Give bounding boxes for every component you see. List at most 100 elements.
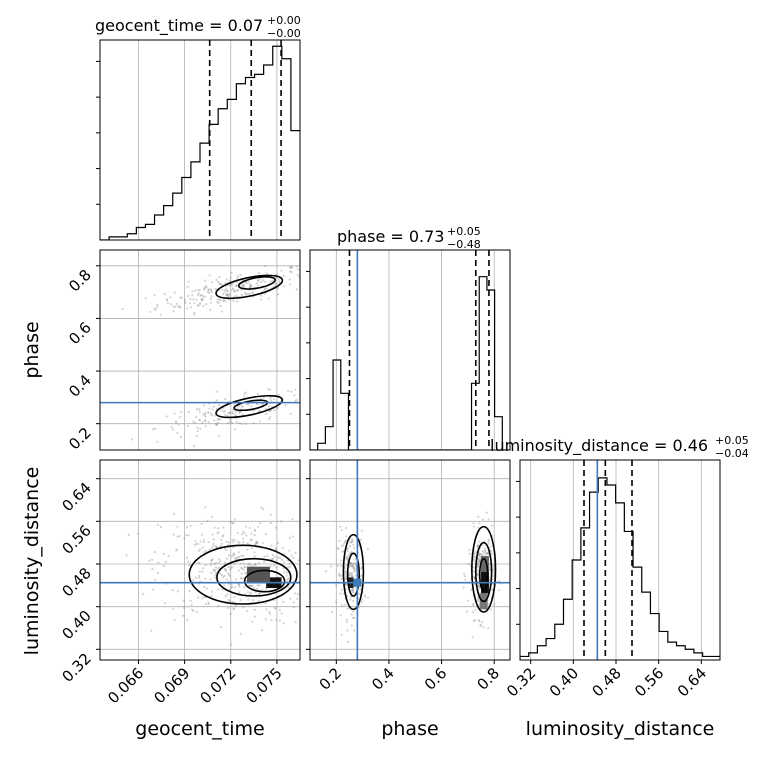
sample-point [255, 282, 258, 285]
y-tick-label: 0.32 [58, 649, 94, 685]
sample-point [202, 413, 205, 416]
sample-point [476, 544, 479, 547]
sample-point [235, 284, 238, 287]
sample-point [184, 299, 187, 302]
sample-point [149, 310, 152, 313]
sample-point [354, 563, 358, 567]
sample-point [217, 527, 220, 530]
truth-marker [353, 578, 362, 587]
panel-frame [99, 459, 301, 661]
sample-point [344, 540, 347, 543]
panel-luminosity-distance-vs-geocent-time [99, 459, 323, 661]
sample-point [265, 608, 268, 611]
sample-point [227, 598, 230, 601]
sample-point [260, 506, 263, 509]
sample-point [250, 532, 253, 535]
sample-point [258, 592, 261, 595]
y-tick-label: 0.56 [58, 521, 94, 557]
sample-point [344, 557, 347, 560]
sample-point [210, 295, 213, 298]
sample-point [268, 410, 271, 413]
sample-point [349, 562, 352, 565]
sample-point [240, 566, 243, 569]
sample-point [237, 405, 240, 408]
title-phase-sup: +0.05 [447, 225, 481, 238]
sample-point [263, 288, 266, 291]
sample-point [236, 289, 239, 292]
sample-point [280, 558, 284, 561]
x-tick-label: 0.64 [674, 664, 710, 700]
sample-point [233, 585, 237, 589]
contour-level [188, 544, 298, 605]
sample-point [282, 600, 285, 604]
sample-point [248, 285, 252, 289]
sample-point [203, 413, 207, 416]
sample-point [235, 294, 238, 298]
sample-point [485, 551, 489, 555]
sample-point [198, 562, 201, 565]
sample-point [321, 553, 323, 555]
sample-point [302, 278, 304, 280]
sample-point [344, 570, 347, 573]
sample-point [474, 608, 477, 611]
sample-point [228, 411, 231, 415]
sample-point [231, 600, 235, 604]
sample-point [196, 294, 200, 297]
sample-point [231, 538, 234, 541]
sample-point [270, 399, 273, 402]
sample-point [175, 421, 178, 424]
sample-point [235, 277, 239, 280]
sample-point [195, 298, 198, 301]
sample-point [215, 546, 218, 549]
sample-point [164, 602, 167, 605]
sample-point [256, 584, 259, 587]
sample-point [487, 542, 490, 545]
sample-point [265, 287, 269, 290]
sample-point [228, 293, 231, 296]
sample-point [215, 278, 218, 281]
sample-point [205, 285, 208, 288]
sample-point [162, 552, 165, 556]
panel-hist-luminosity-distance [516, 459, 721, 661]
sample-point [270, 619, 273, 622]
sample-point [221, 288, 224, 291]
sample-point [238, 422, 241, 425]
sample-point [202, 404, 206, 407]
sample-point [243, 291, 247, 294]
sample-point [213, 569, 216, 572]
sample-point [344, 577, 347, 580]
sample-point [472, 619, 475, 623]
sample-point [200, 293, 203, 297]
sample-point [243, 532, 246, 535]
sample-point [250, 591, 253, 594]
sample-point [258, 584, 261, 587]
sample-point [216, 417, 220, 421]
sample-point [240, 288, 243, 291]
sample-point [187, 294, 190, 298]
sample-point [478, 620, 481, 623]
sample-point [179, 296, 182, 299]
sample-point [244, 391, 248, 394]
sample-point [225, 288, 228, 291]
sample-point [207, 288, 210, 291]
sample-point [349, 564, 353, 567]
y-tick-label: 0.48 [58, 564, 94, 600]
sample-point [222, 534, 225, 537]
contour-level [478, 557, 489, 592]
sample-point [250, 584, 254, 588]
sample-point [245, 292, 249, 295]
sample-point [204, 415, 207, 418]
sample-point [249, 584, 252, 587]
sample-point [233, 428, 237, 431]
sample-point [263, 560, 266, 564]
sample-point [185, 534, 188, 537]
sample-point [219, 560, 222, 563]
sample-point [493, 565, 496, 568]
sample-point [203, 295, 207, 299]
sample-point [351, 539, 354, 542]
sample-point [238, 591, 241, 594]
histogram-step [310, 276, 510, 450]
sample-point [240, 572, 243, 575]
sample-point [213, 562, 216, 565]
sample-point [225, 293, 228, 296]
